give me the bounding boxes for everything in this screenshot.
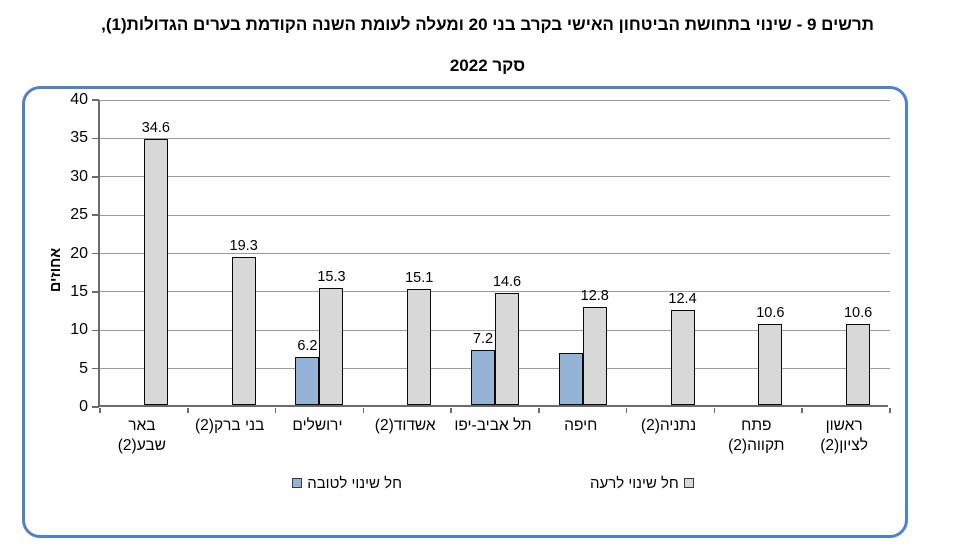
x-axis-tick [538,408,540,413]
x-axis-tick [450,408,452,413]
bar-bad [319,287,344,405]
legend-item-bad: חל שינוי לרעה [590,475,694,492]
x-axis-label: פתח תקווה(2) [728,417,785,454]
x-axis-label: ראשון לציון(2) [820,417,868,454]
y-axis-tick [92,99,99,101]
legend: חל שינוי לטובה חל שינוי לרעה [98,472,888,494]
x-axis-tick [187,408,189,413]
bar-bad [407,289,432,405]
bar-good [558,352,583,405]
x-axis-tick [801,408,803,413]
legend-marker-good [292,478,303,488]
legend-label-good: חל שינוי לטובה [307,474,402,492]
gridline [100,137,890,139]
bar-value-label: 10.6 [843,304,873,321]
bar-good [471,349,495,405]
y-axis-tick-label: 30 [70,167,88,185]
x-axis-label: חיפה [564,417,598,434]
y-axis-tick-label: 20 [70,244,88,262]
x-axis-tick [274,408,277,413]
bar-bad [846,323,871,405]
gridline [100,176,890,178]
x-axis-label: בני ברק(2) [195,417,265,434]
x-axis-tick [625,408,628,413]
chart-frame: אחוזים 34.6 19.3 6.2 15.3 15.1 7.2 14.6 12.8 12.… [22,86,908,538]
x-axis-label: ירושלים [292,417,343,434]
bar-good [295,357,320,405]
x-axis-label: נתניה(2) [640,417,697,434]
chart-title: תרשים 9 - שינוי בתחושת הביטחון האישי בקר… [0,4,975,86]
bar-bad [143,139,168,405]
chart-content: אחוזים 34.6 19.3 6.2 15.3 15.1 7.2 14.6 12.8 12.… [25,89,905,535]
bar-value-label: 7.2 [472,330,494,347]
chart-title-line1: תרשים 9 - שינוי בתחושת הביטחון האישי בקר… [101,15,874,34]
bar-bad [582,306,607,405]
y-axis-tick [92,176,99,178]
bar-value-label: 12.8 [580,287,609,304]
bar-value-label: 15.3 [317,268,346,285]
bar-bad [758,323,783,405]
bar-bad [495,292,519,405]
gridline [100,253,890,254]
bar-bad [670,309,695,405]
x-axis-tick [362,408,365,413]
chart-title-line2: סקר 2022 [449,56,526,75]
plot-area: 34.6 19.3 6.2 15.3 15.1 7.2 14.6 12.8 12.4 10.6 10… [92,99,891,413]
y-axis-tick-label: 35 [70,129,88,147]
x-axis-label: אשדוד(2) [374,417,436,434]
x-axis-label: באר שבע(2) [117,417,166,454]
y-axis-tick [92,367,99,370]
y-axis-tick-label: 40 [70,91,88,108]
y-axis-tick-label: 0 [79,398,88,415]
y-axis-tick-label: 25 [70,206,88,224]
legend-item-good: חל שינוי לטובה [292,475,402,492]
gridline [100,99,890,101]
y-axis-tick [92,252,99,255]
y-axis-tick [92,406,99,408]
x-axis-tick [713,408,716,413]
y-axis-tick-label: 10 [70,321,88,339]
y-axis-tick [92,214,99,216]
bar-bad [231,256,256,405]
bar-value-label: 34.6 [141,120,170,137]
gridline [100,214,890,216]
bar-value-label: 14.6 [492,273,522,290]
legend-marker-bad [683,478,694,488]
bar-value-label: 6.2 [297,338,318,355]
x-axis-tick [889,408,891,413]
bar-value-label: 10.6 [756,304,785,321]
x-axis-tick [99,408,101,413]
gridline [100,291,890,293]
y-axis-tick-label: 5 [79,359,88,377]
y-axis-tick [92,137,99,140]
legend-label-bad: חל שינוי לרעה [589,474,679,492]
bar-value-label: 15.1 [405,270,434,287]
x-axis-label: תל אביב-יפו [454,417,532,434]
bar-value-label: 19.3 [229,237,258,254]
bar-value-label: 12.4 [668,290,697,307]
y-axis-tick [92,291,99,293]
y-axis-tick [92,329,99,331]
y-axis-tick-label: 15 [70,282,88,300]
